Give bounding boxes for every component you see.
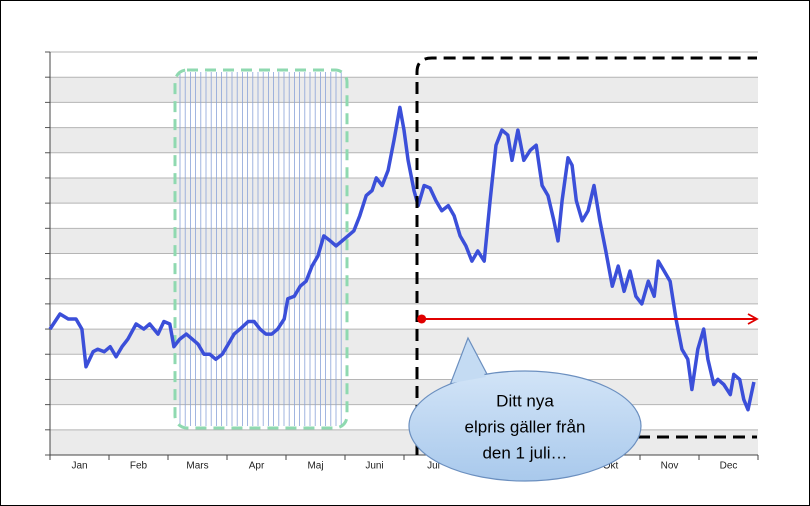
- bands: [50, 77, 758, 455]
- band: [50, 77, 758, 103]
- band: [50, 379, 758, 405]
- x-tick-label: Nov: [661, 461, 679, 472]
- x-tick-label: Juni: [365, 461, 383, 472]
- reference-arrowhead: [747, 313, 759, 325]
- axes: Jan Feb Mars Apr Maj Juni Jul Okt Nov Dec: [45, 51, 759, 472]
- callout-bubble: [408, 370, 642, 482]
- x-tick-label: Dec: [720, 461, 738, 472]
- band: [50, 429, 758, 455]
- x-tick-label: Mars: [186, 461, 208, 472]
- callout-join: [452, 345, 486, 383]
- future-box: [415, 56, 757, 455]
- band: [50, 228, 758, 254]
- x-tick-label: Feb: [130, 461, 148, 472]
- callout-text: den 1 juli…: [482, 443, 567, 462]
- x-tick-label: Maj: [307, 461, 323, 472]
- hatch-box: [173, 68, 349, 430]
- reference: [417, 313, 759, 325]
- x-tick-label: Apr: [249, 461, 265, 472]
- x-tick-label: Jul: [427, 461, 440, 472]
- band: [50, 177, 758, 204]
- x-tick-label: Okt: [603, 461, 619, 472]
- history-box: [173, 68, 349, 430]
- band: [50, 329, 758, 355]
- reference-dot: [417, 314, 427, 324]
- x-tick-label: Jan: [71, 461, 87, 472]
- callout-text: elpris gäller från: [465, 417, 586, 436]
- callout-text: Ditt nya: [496, 391, 554, 410]
